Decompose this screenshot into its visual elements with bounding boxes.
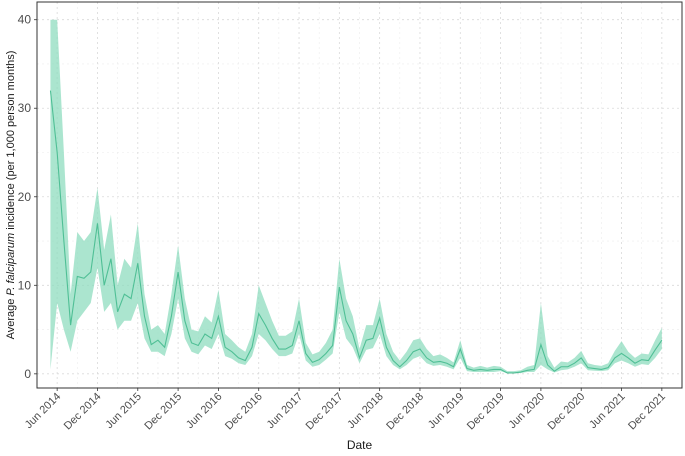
x-tick-label: Dec 2016	[223, 391, 265, 433]
x-tick-label: Jun 2015	[103, 391, 143, 431]
x-tick-label: Jun 2014	[23, 391, 63, 431]
series-line	[49, 90, 663, 374]
x-tick-label: Dec 2014	[62, 391, 104, 433]
y-axis-title-italic: P. falciparum	[5, 233, 17, 296]
y-axis-title-suffix: incidence (per 1,000 person months)	[5, 51, 17, 233]
x-tick-label: Jun 2017	[265, 391, 305, 431]
panel-border	[36, 1, 683, 389]
x-tick-label: Dec 2018	[384, 391, 426, 433]
y-tick-label: 40	[18, 13, 32, 27]
x-tick-label: Dec 2021	[626, 391, 668, 433]
grid-lines	[37, 2, 682, 388]
x-tick-label: Dec 2020	[546, 391, 588, 433]
y-axis-title: Average P. falciparum incidence (per 1,0…	[5, 51, 17, 340]
x-tick-label: Jun 2019	[426, 391, 466, 431]
x-tick-label: Dec 2015	[142, 391, 184, 433]
y-tick-label: 30	[18, 101, 32, 115]
y-tick-label: 0	[24, 367, 31, 381]
y-axis: 0 10 20 30 40	[18, 13, 37, 381]
x-tick-label: Dec 2019	[465, 391, 507, 433]
x-tick-label: Jun 2016	[184, 391, 224, 431]
x-axis-title: Date	[347, 438, 373, 451]
x-tick-label: Jun 2018	[345, 391, 385, 431]
y-axis-title-prefix: Average	[5, 296, 17, 340]
x-tick-label: Jun 2021	[587, 391, 627, 431]
y-tick-label: 20	[18, 190, 32, 204]
x-tick-label: Jun 2020	[507, 391, 547, 431]
x-tick-label: Dec 2017	[304, 391, 346, 433]
y-tick-label: 10	[18, 278, 32, 292]
